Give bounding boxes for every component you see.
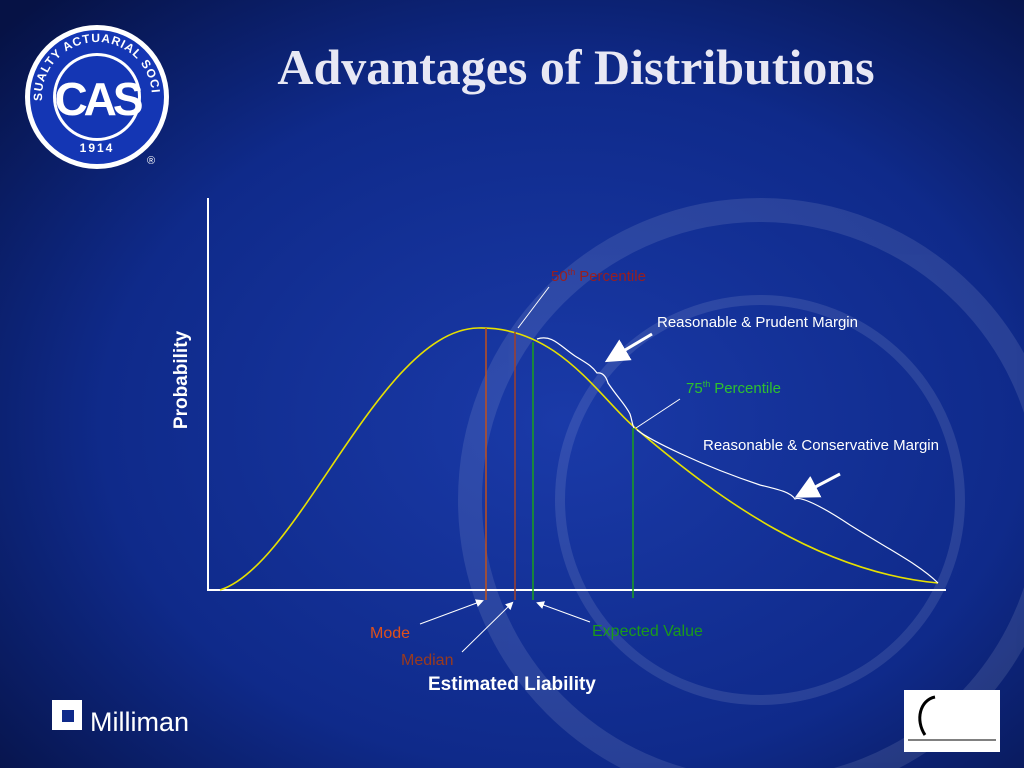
x-axis-label: Estimated Liability xyxy=(428,674,596,695)
expected-value-arrow xyxy=(536,601,591,623)
mode-arrow xyxy=(419,599,484,625)
logo-initials: CAS xyxy=(54,73,141,125)
conservative-brace xyxy=(636,429,939,584)
median-arrow xyxy=(461,601,514,653)
prudent-margin-label: Reasonable & Prudent Margin xyxy=(657,314,858,331)
milliman-icon-cut xyxy=(62,710,74,722)
logo-year: 1914 xyxy=(80,141,115,155)
conservative-arrow xyxy=(794,472,841,498)
y-axis-label: Probability xyxy=(171,330,192,429)
logo-inner xyxy=(56,56,138,138)
percentile-75-ordinal: th xyxy=(703,379,711,389)
milliman-brand: Milliman xyxy=(90,707,189,737)
percentile-50-pointer xyxy=(517,286,550,329)
partner-logo-mark xyxy=(918,695,936,736)
conservative-margin-label: Reasonable & Conservative Margin xyxy=(703,437,939,454)
slide-title: Advantages of Distributions xyxy=(277,39,874,95)
median-label: Median xyxy=(401,652,453,669)
prudent-brace xyxy=(536,337,635,429)
watermark xyxy=(458,198,1024,768)
percentile-50-ordinal: th xyxy=(568,267,576,277)
percentile-50-label: 50th Percentile xyxy=(551,267,646,285)
logo-registered: ® xyxy=(147,155,155,167)
mode-label: Mode xyxy=(370,625,410,642)
percentile-50-number: 50 xyxy=(551,268,568,285)
percentile-75-label: 75th Percentile xyxy=(686,379,781,397)
milliman-logo: Milliman xyxy=(52,700,189,737)
partner-logo xyxy=(904,690,1000,752)
percentile-75-pointer xyxy=(635,398,681,429)
percentile-50-text: Percentile xyxy=(579,268,646,285)
percentile-75-number: 75 xyxy=(686,380,703,397)
expected-value-label: Expected Value xyxy=(592,623,703,640)
distribution-curve xyxy=(219,327,939,591)
percentile-75-text: Percentile xyxy=(714,380,781,397)
prudent-arrow xyxy=(604,332,653,363)
